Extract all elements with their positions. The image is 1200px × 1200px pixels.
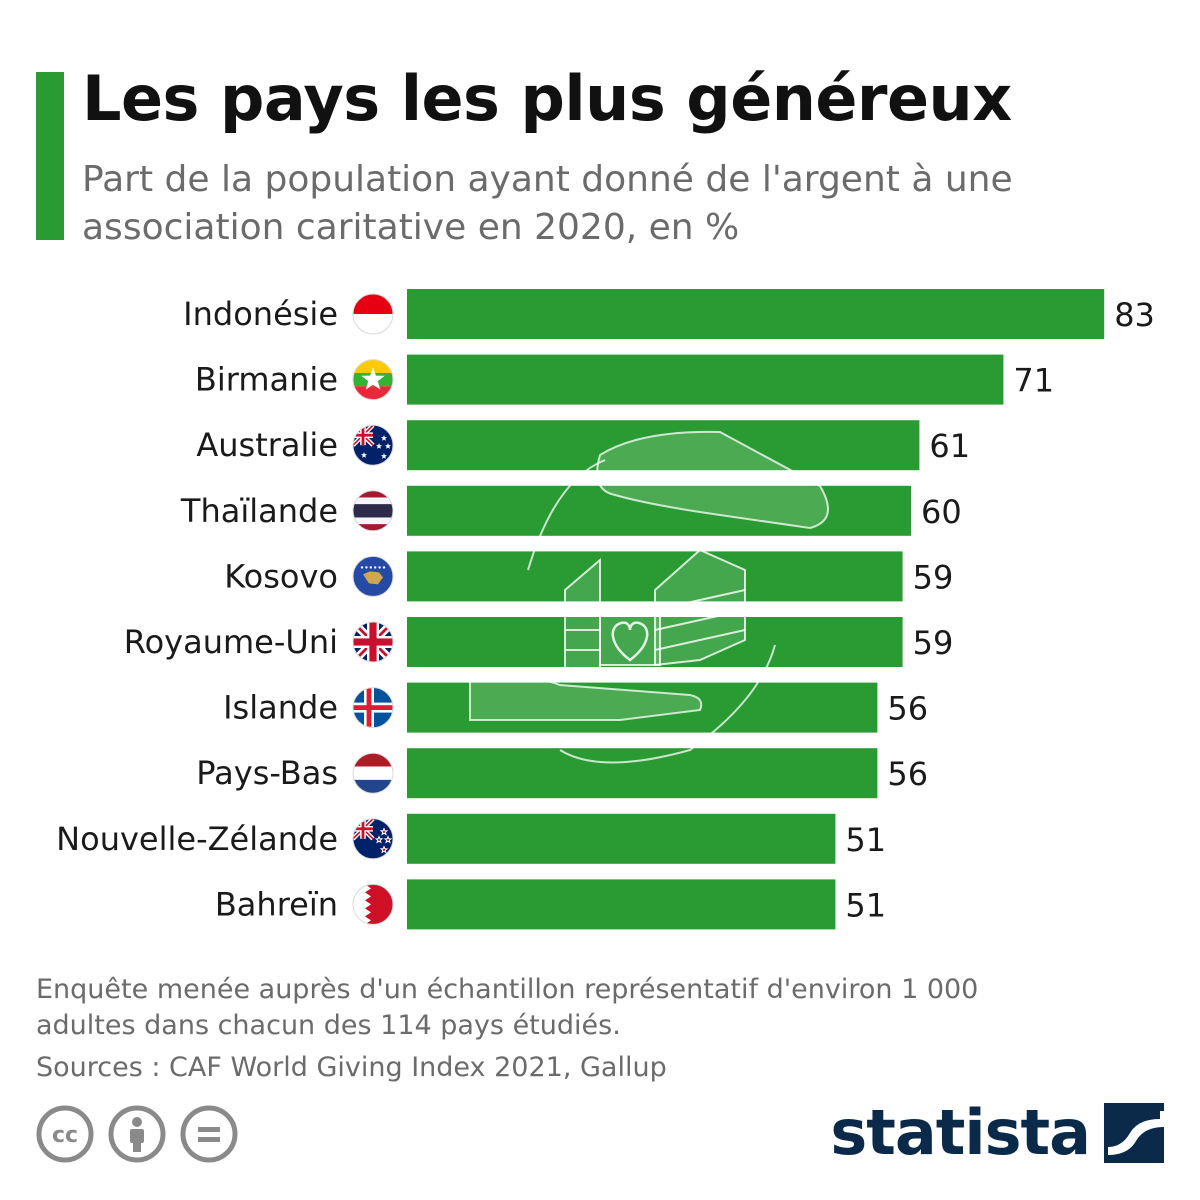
- lower-hand-shape: [469, 675, 703, 721]
- heart-shape: [611, 621, 649, 662]
- kosovo-flag-icon: [352, 555, 394, 597]
- bar-value-label: 59: [913, 624, 954, 662]
- bar-row: Kosovo 59: [224, 551, 954, 602]
- hands-holding-house-heart-icon: [469, 430, 829, 764]
- bar-row: Nouvelle-Zélande 51: [56, 813, 886, 864]
- bar-category-label: Nouvelle-Zélande: [56, 820, 338, 858]
- bar-row: Australie 61: [196, 420, 970, 471]
- bahrain-flag-icon: [352, 883, 394, 925]
- bar-row: Birmanie 71: [195, 354, 1054, 405]
- bar-value-label: 61: [929, 427, 970, 465]
- bar-value-label: 56: [887, 690, 928, 728]
- bar-value-label: 51: [845, 821, 886, 859]
- bar-category-label: Australie: [196, 426, 338, 464]
- bar-category-label: Islande: [223, 689, 338, 727]
- australia-flag-icon: [352, 424, 394, 466]
- no-derivatives-icon[interactable]: [180, 1105, 238, 1163]
- chart-subtitle: Part de la population ayant donné de l'a…: [82, 159, 1013, 248]
- bar-value-label: 60: [921, 493, 962, 531]
- bar-value-label: 83: [1114, 296, 1155, 334]
- bar: [407, 879, 836, 930]
- bar-category-label: Thaïlande: [180, 492, 338, 530]
- bar: [407, 748, 878, 799]
- bar-value-label: 59: [913, 558, 954, 596]
- survey-note: Enquête menée auprès d'un échantillon re…: [36, 974, 979, 1041]
- attribution-icon[interactable]: [108, 1105, 166, 1163]
- bar: [407, 354, 1004, 405]
- statista-brand[interactable]: statista: [830, 1096, 1164, 1169]
- thailand-flag-icon: [352, 490, 394, 532]
- bar-category-label: Kosovo: [224, 557, 338, 595]
- upper-hand-shape: [596, 430, 829, 530]
- bar: [407, 813, 836, 864]
- bar-category-label: Royaume-Uni: [124, 623, 338, 661]
- bar: [407, 420, 920, 471]
- lower-hand-arm: [559, 644, 776, 764]
- bar-category-label: Birmanie: [195, 361, 338, 399]
- house-stack-shape: [564, 548, 746, 671]
- bar-category-label: Bahreïn: [215, 885, 338, 923]
- sources-text: Sources : CAF World Giving Index 2021, G…: [36, 1052, 667, 1083]
- brand-wordmark: statista: [830, 1096, 1091, 1169]
- bar-row: Bahreïn 51: [215, 879, 886, 930]
- bar-category-label: Indonésie: [183, 295, 338, 333]
- new-zealand-flag-icon: [352, 818, 394, 860]
- bar: [407, 289, 1105, 339]
- license-icons: cc: [36, 1105, 238, 1163]
- title-accent-bar: [36, 72, 64, 240]
- svg-text:cc: cc: [52, 1123, 78, 1148]
- bar-row: Thaïlande 60: [180, 485, 962, 536]
- upper-hand-arm: [527, 459, 606, 571]
- netherlands-flag-icon: [352, 752, 394, 794]
- myanmar-flag-icon: [352, 359, 394, 401]
- bar-value-label: 51: [845, 886, 886, 924]
- chart-title: Les pays les plus généreux: [82, 62, 1012, 135]
- statista-logo-icon: [1104, 1102, 1164, 1163]
- bar-value-label: 56: [887, 755, 928, 793]
- iceland-flag-icon: [352, 687, 394, 729]
- cc-icon[interactable]: cc: [36, 1105, 94, 1163]
- bar-row: Indonésie 83: [183, 289, 1155, 339]
- bar-row: Pays-Bas 56: [196, 748, 928, 799]
- indonesia-flag-icon: [352, 293, 394, 335]
- bar-value-label: 71: [1013, 362, 1054, 400]
- bar-row: Royaume-Uni 59: [124, 617, 954, 667]
- bar-chart: Indonésie 83 Birmanie 71 Australie 61 Thaïland…: [56, 289, 1155, 930]
- bar-category-label: Pays-Bas: [196, 754, 338, 792]
- uk-flag-icon: [352, 621, 394, 663]
